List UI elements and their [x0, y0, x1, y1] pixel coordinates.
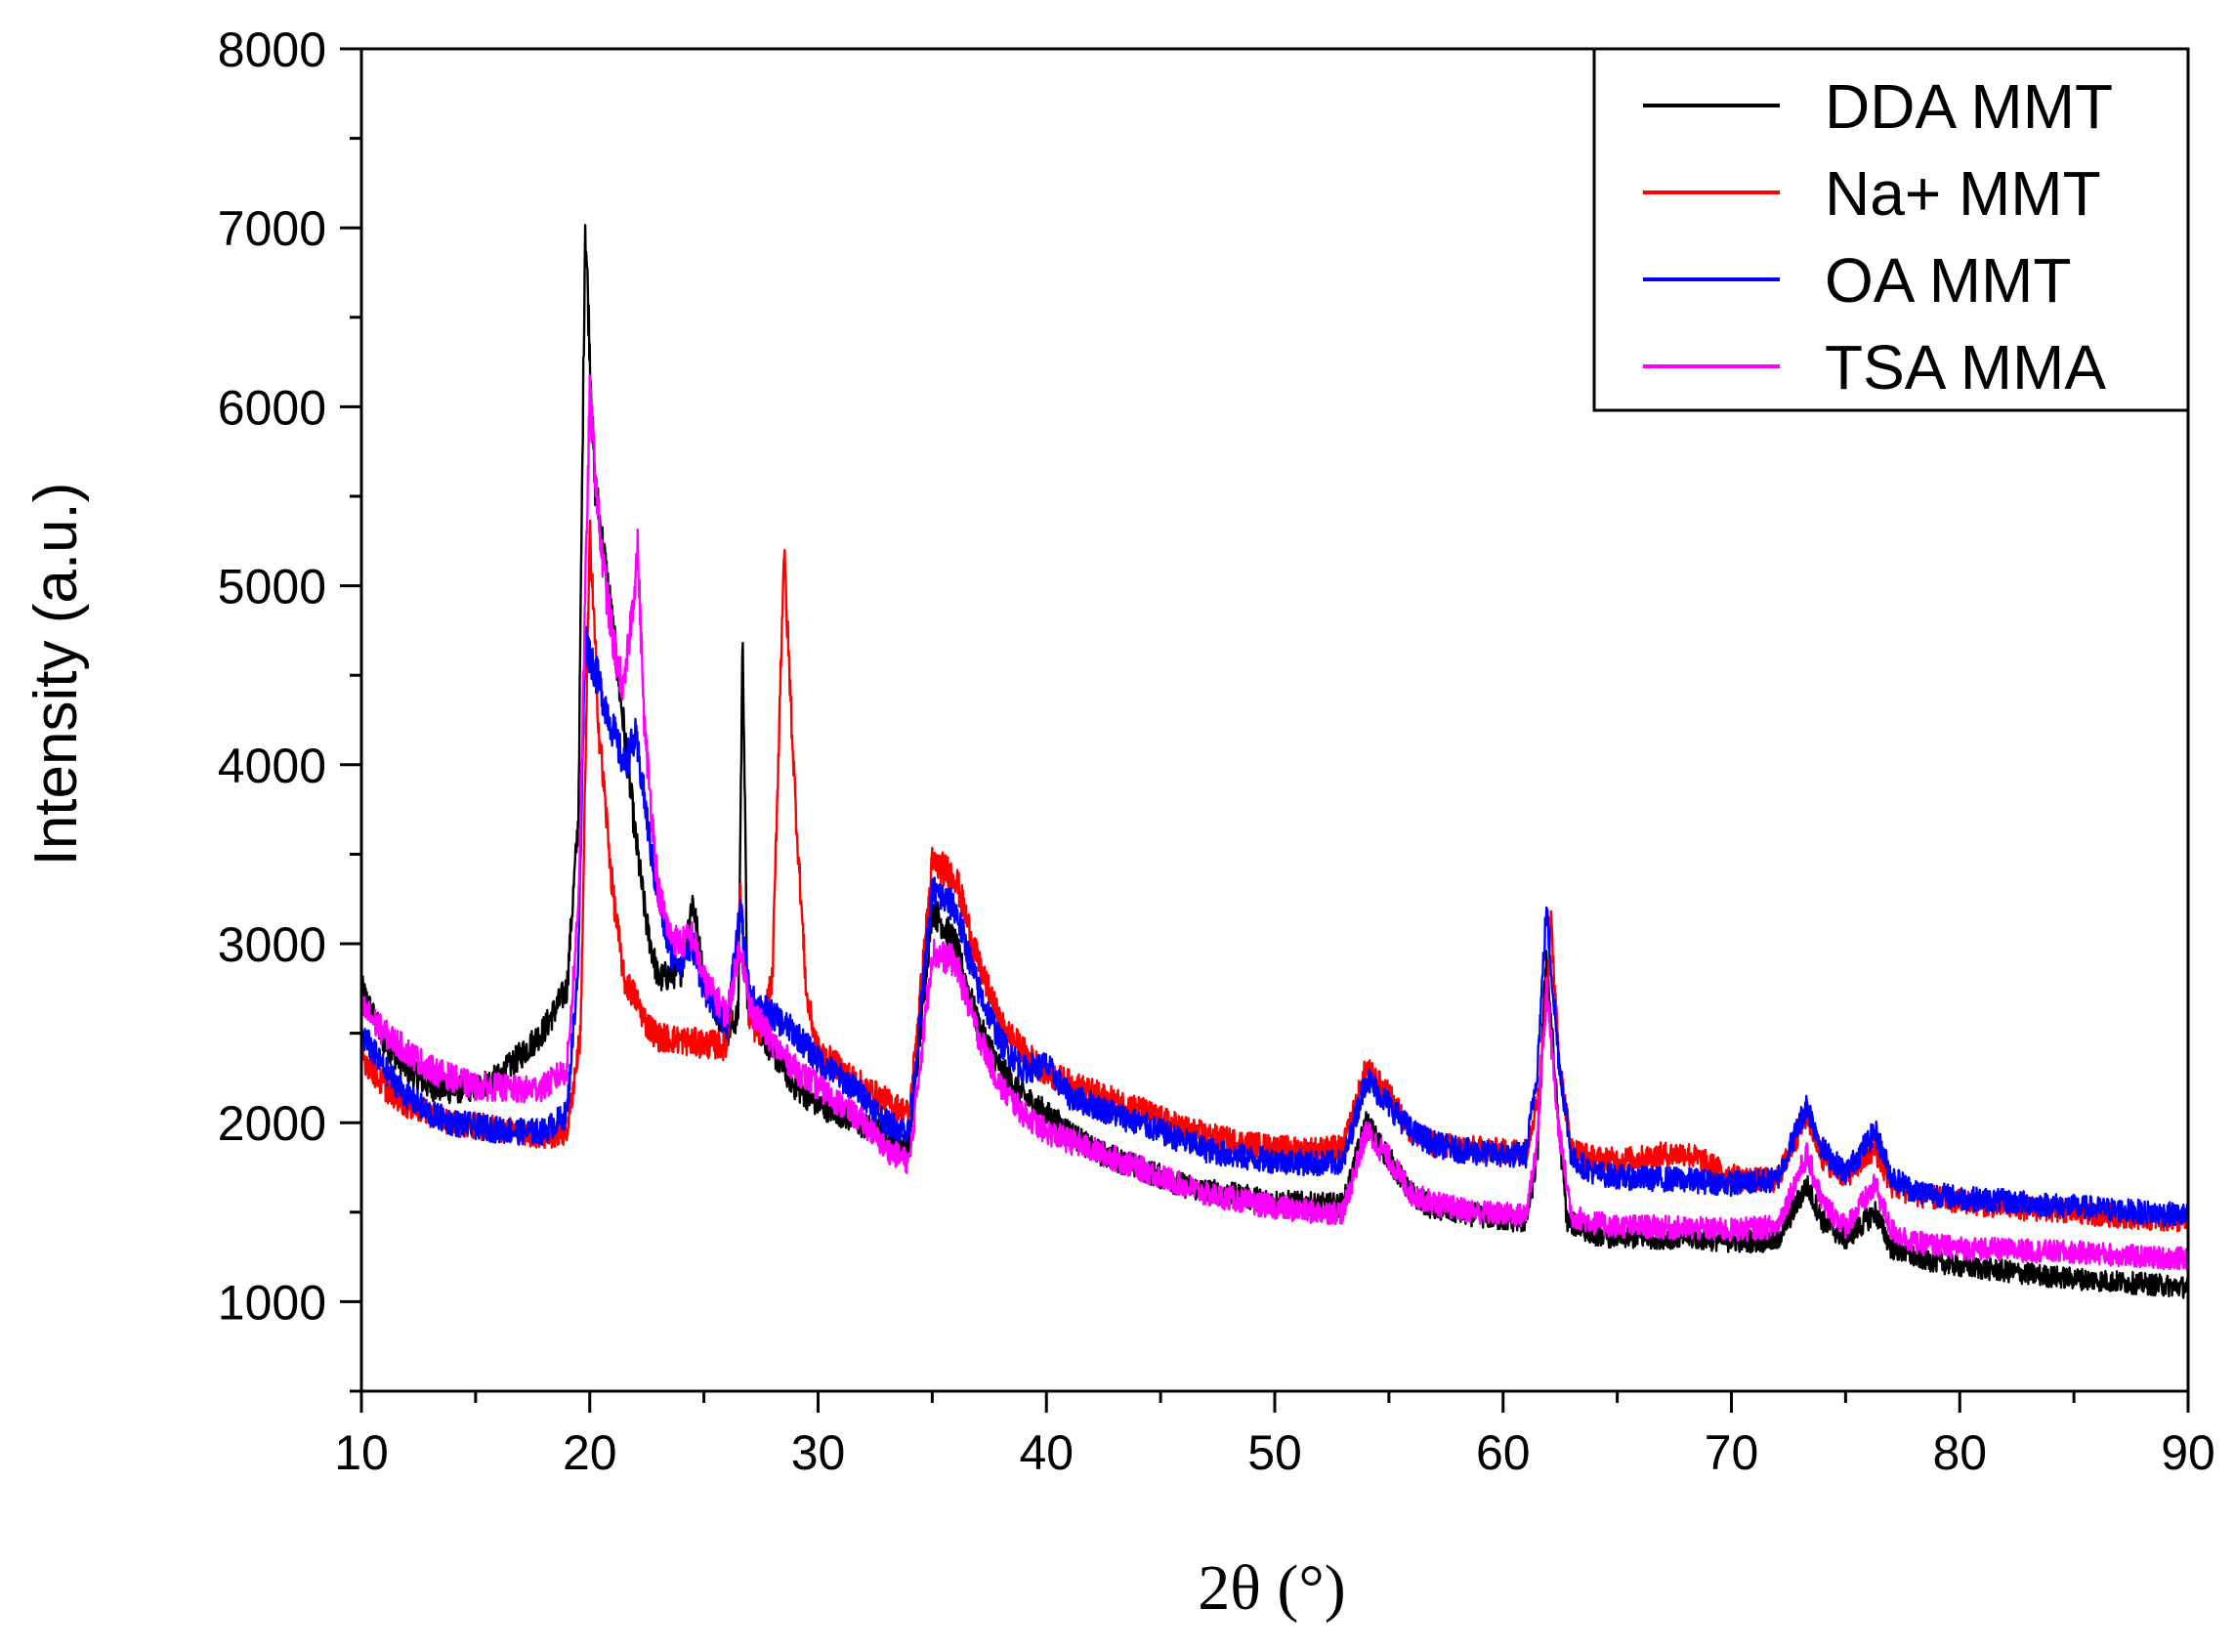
y-tick-label: 1000 [218, 1275, 326, 1330]
series-line-oa-mmt [359, 625, 2190, 1227]
y-tick-label: 2000 [218, 1096, 326, 1151]
series-layer [359, 224, 2190, 1299]
x-tick-label: 80 [1932, 1425, 1987, 1480]
y-tick-label: 5000 [218, 560, 326, 614]
legend-label-oa-mmt: OA MMT [1825, 245, 2071, 316]
x-tick-label: 90 [2161, 1425, 2215, 1480]
x-tick-label: 60 [1476, 1425, 1531, 1480]
x-tick-label: 30 [791, 1425, 846, 1480]
y-tick-label: 8000 [218, 22, 326, 77]
y-tick-label: 6000 [218, 380, 326, 435]
legend-label-dda-mmt: DDA MMT [1825, 71, 2113, 142]
legend-box [1592, 47, 2190, 412]
y-tick-label: 4000 [218, 739, 326, 793]
series-line-na-mmt [360, 519, 2190, 1233]
x-tick-label: 20 [563, 1425, 617, 1480]
y-axis-title: Intensity (a.u.) [22, 483, 90, 867]
x-axis-title: 2θ (°) [1198, 1552, 1345, 1624]
y-tick-label: 7000 [218, 201, 326, 256]
y-tick-label: 3000 [218, 917, 326, 972]
series-line-tsa-mma [359, 374, 2190, 1271]
legend: DDA MMT Na+ MMT OA MMT TSA MMA [1592, 47, 2190, 412]
x-tick-label: 70 [1705, 1425, 1759, 1480]
x-tick-label: 50 [1247, 1425, 1302, 1480]
legend-label-tsa-mma: TSA MMA [1825, 332, 2106, 402]
axis-ticks: 10 20 30 40 50 60 70 80 90 1000 2000 3000 4000 5000 60… [218, 22, 2215, 1480]
x-tick-label: 10 [334, 1425, 389, 1480]
x-tick-label: 40 [1019, 1425, 1074, 1480]
legend-label-na-mmt: Na+ MMT [1825, 158, 2101, 229]
